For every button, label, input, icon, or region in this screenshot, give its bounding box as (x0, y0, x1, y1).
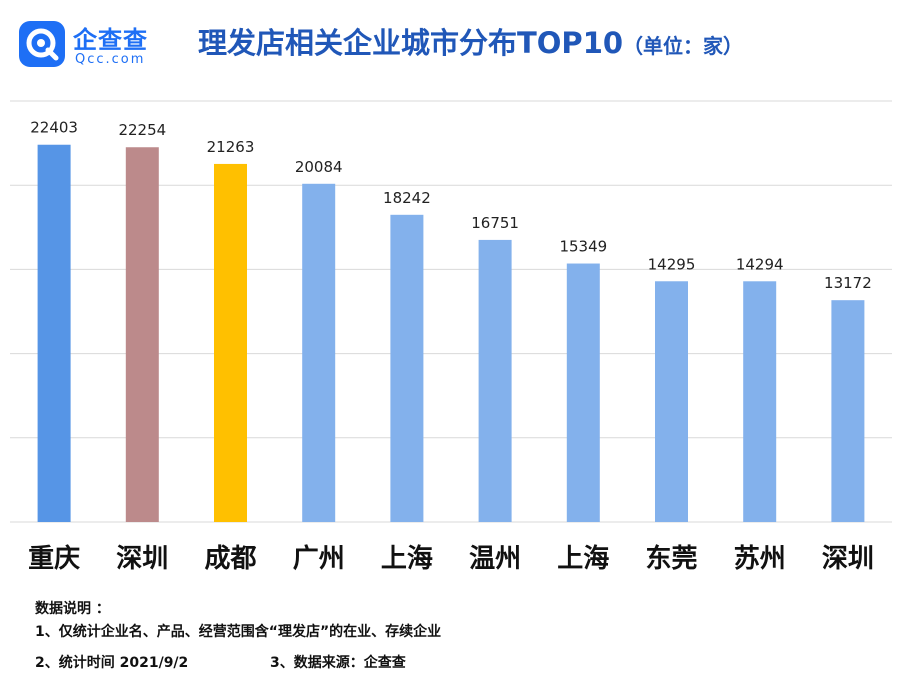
chart-title-block: 理发店相关企业城市分布TOP10（单位：家） (198, 20, 743, 62)
x-tick-label: 东莞 (645, 543, 697, 574)
data-label: 20084 (295, 158, 343, 176)
qcc-logo-icon (19, 21, 65, 67)
x-tick-label: 深圳 (822, 544, 874, 574)
data-label: 22254 (118, 121, 166, 139)
bar (478, 239, 512, 523)
x-tick-label: 成都 (204, 544, 256, 574)
bar-chart: 22403 重庆 22254 深圳 21263 成都 20084 广州 18242 上海 16751… (10, 100, 892, 574)
chart-title: 理发店相关企业城市分布TOP10 (198, 26, 624, 60)
data-label: 21263 (207, 138, 255, 156)
data-label: 14295 (648, 255, 696, 273)
bar (214, 163, 247, 522)
x-tick-label: 温州 (469, 544, 521, 574)
notes-line-2-source: 3、数据来源：企查查 (270, 655, 406, 671)
logo-domain: Qcc.com (75, 52, 146, 67)
data-label: 18242 (383, 189, 431, 207)
chart-unit: （单位：家） (623, 34, 744, 58)
data-label: 15349 (559, 238, 607, 256)
notes-line-2-time: 2、统计时间 2021/9/2 (35, 655, 189, 671)
logo-name: 企查查 (73, 26, 148, 54)
bar (125, 147, 159, 522)
notes-line-1: 1、仅统计企业名、产品、经营范围含“理发店”的在业、存续企业 (35, 624, 442, 640)
x-tick-label: 上海 (557, 544, 609, 574)
data-label: 14294 (736, 255, 784, 273)
bar (655, 281, 688, 522)
bar (302, 183, 336, 522)
x-tick-label: 深圳 (116, 544, 168, 574)
bar (37, 144, 71, 523)
bar (566, 263, 600, 522)
bar (831, 300, 865, 522)
data-label: 22403 (30, 119, 78, 137)
x-tick-label: 广州 (293, 544, 345, 574)
data-label: 16751 (471, 214, 519, 232)
bar (743, 281, 777, 522)
data-label: 13172 (824, 274, 872, 292)
x-tick-label: 重庆 (28, 543, 80, 574)
x-tick-label: 上海 (381, 544, 433, 574)
bar (390, 214, 424, 522)
notes-heading: 数据说明 ： (35, 601, 110, 617)
x-tick-label: 苏州 (734, 544, 786, 574)
qcc-logo: 企查查 Qcc.com (18, 14, 168, 70)
